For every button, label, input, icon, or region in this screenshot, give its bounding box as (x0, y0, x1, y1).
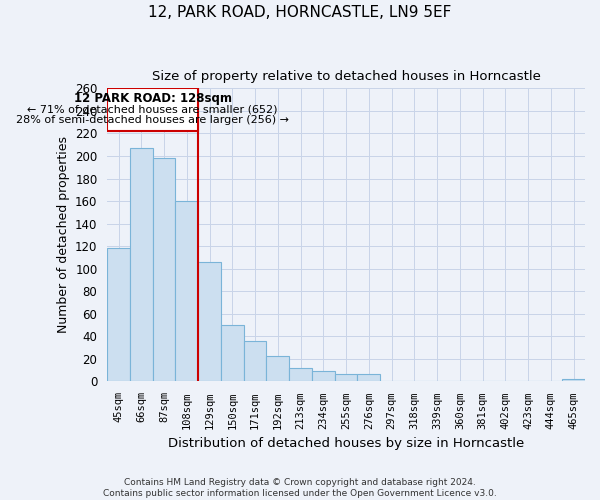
Bar (335, 374, 358, 382)
Text: ← 71% of detached houses are smaller (652): ← 71% of detached houses are smaller (65… (28, 104, 278, 114)
Bar (266, 356, 289, 382)
Bar (358, 374, 380, 382)
Bar (221, 325, 244, 382)
Bar (107, 88, 198, 131)
Text: 12 PARK ROAD: 128sqm: 12 PARK ROAD: 128sqm (74, 92, 232, 104)
Bar (289, 368, 312, 382)
Y-axis label: Number of detached properties: Number of detached properties (56, 136, 70, 334)
Bar (198, 262, 221, 382)
Bar (130, 148, 153, 382)
Bar (153, 158, 175, 382)
Bar (175, 201, 198, 382)
Title: Size of property relative to detached houses in Horncastle: Size of property relative to detached ho… (152, 70, 541, 83)
Text: Contains HM Land Registry data © Crown copyright and database right 2024.
Contai: Contains HM Land Registry data © Crown c… (103, 478, 497, 498)
Text: 12, PARK ROAD, HORNCASTLE, LN9 5EF: 12, PARK ROAD, HORNCASTLE, LN9 5EF (148, 5, 452, 20)
Bar (562, 379, 585, 382)
X-axis label: Distribution of detached houses by size in Horncastle: Distribution of detached houses by size … (168, 437, 524, 450)
Text: 28% of semi-detached houses are larger (256) →: 28% of semi-detached houses are larger (… (16, 116, 289, 126)
Bar (312, 372, 335, 382)
Bar (244, 341, 266, 382)
Bar (107, 248, 130, 382)
